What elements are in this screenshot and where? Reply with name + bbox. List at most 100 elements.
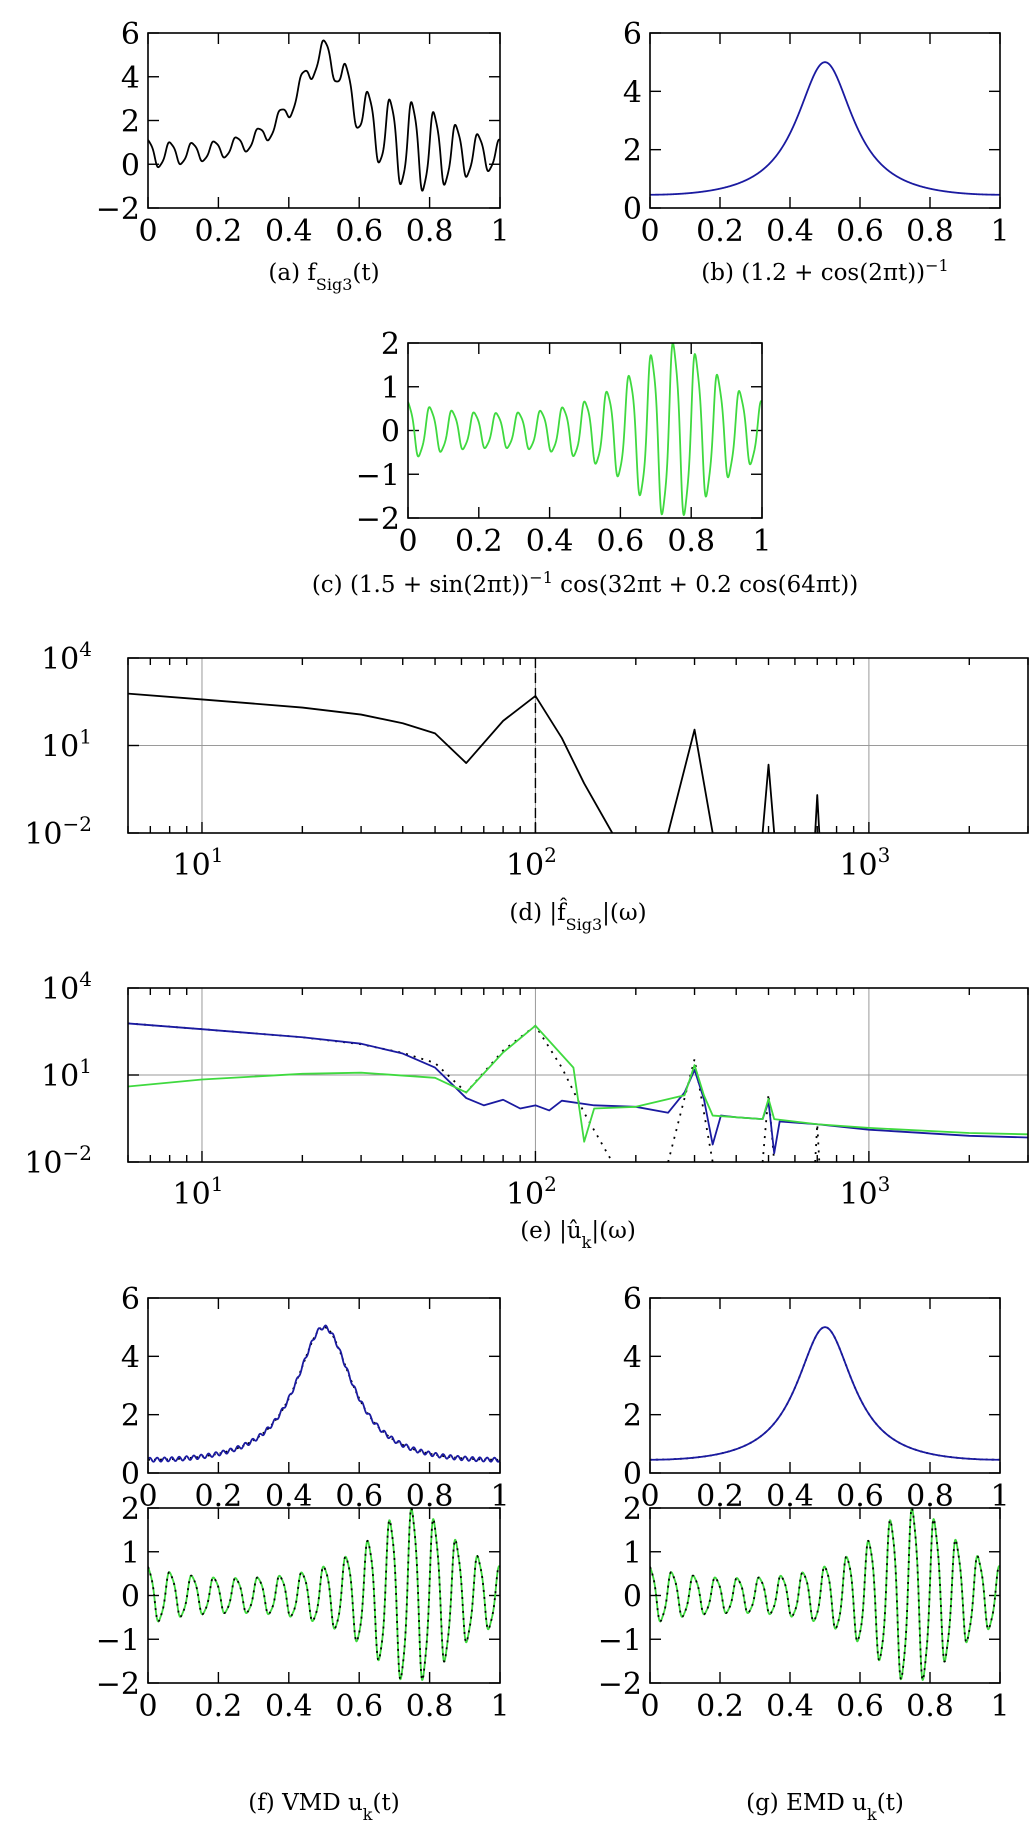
y-tick-label: −1 — [96, 1623, 140, 1658]
plot-frame — [649, 32, 1001, 209]
y-tick-label: 0 — [623, 1457, 642, 1492]
chart-g_bot: 0 0.2 0.4 0.6 0.8 1 −2 −1 0 1 2 (g) EMD uk(t) — [598, 1492, 1010, 1824]
x-tick-label: 0.6 — [836, 214, 884, 249]
plot-frame — [649, 1507, 1001, 1684]
x-tick-label: 0.8 — [667, 524, 715, 559]
x-tick-label: 0.2 — [455, 524, 503, 559]
y-tick-label: 2 — [121, 105, 140, 140]
x-tick-label: 101 — [173, 843, 224, 883]
x-tick-label: 0.4 — [766, 214, 814, 249]
y-tick-label: −1 — [356, 458, 400, 493]
series-line-0 — [148, 1326, 500, 1461]
y-tick-label: 101 — [41, 725, 92, 765]
series-line-0 — [650, 61, 1000, 196]
x-tick-label: 0.6 — [836, 1689, 884, 1724]
plot-frame — [127, 657, 1029, 834]
x-tick-label: 103 — [839, 1172, 890, 1212]
y-tick-label: 0 — [381, 415, 400, 450]
x-tick-label: 0.6 — [597, 524, 645, 559]
y-tick-label: 0 — [121, 148, 140, 183]
chart-c: 0 0.2 0.4 0.6 0.8 1 −2 −1 0 1 2 (c) (1.5 + sin(2πt)… — [312, 327, 858, 598]
series-line-0 — [148, 39, 500, 192]
plot-frame — [147, 32, 501, 209]
x-tick-label: 0.4 — [766, 1689, 814, 1724]
plot-frame — [147, 1297, 501, 1474]
y-tick-label: 6 — [121, 17, 140, 52]
y-tick-label: 104 — [41, 637, 92, 677]
plot-frame — [147, 1507, 501, 1684]
y-tick-label: 10−2 — [24, 1141, 92, 1181]
x-tick-label: 0.8 — [406, 214, 454, 249]
chart-b: 0 0.2 0.4 0.6 0.8 1 0 2 4 6 (b) (1.2 + cos(2πt))−1 — [623, 17, 1010, 286]
x-tick-label: 102 — [506, 1172, 557, 1212]
plot-frame — [649, 1297, 1001, 1474]
y-tick-label: 2 — [121, 1399, 140, 1434]
y-tick-label: 0 — [623, 1580, 642, 1615]
y-tick-label: 4 — [623, 75, 642, 110]
x-tick-label: 0.8 — [406, 1689, 454, 1724]
x-tick-label: 101 — [173, 1172, 224, 1212]
x-tick-label: 0.2 — [696, 214, 744, 249]
chart-d: 101 102 103 10−2 101 104 (d) |f̂Sig3|(ω) — [24, 637, 1029, 934]
y-tick-label: 4 — [121, 1340, 140, 1375]
x-tick-label: 1 — [990, 1689, 1009, 1724]
x-tick-label: 1 — [990, 1479, 1009, 1514]
series-line-0 — [650, 1508, 1000, 1681]
x-tick-label: 0.6 — [335, 214, 383, 249]
chart-e: 101 102 103 10−2 101 104 (e) |ûk|(ω) — [24, 967, 1029, 1252]
y-tick-label: 6 — [121, 1282, 140, 1317]
x-tick-label: 0 — [398, 524, 417, 559]
x-tick-label: 103 — [839, 843, 890, 883]
series-line-1 — [650, 1508, 1000, 1681]
y-tick-label: 101 — [41, 1054, 92, 1094]
caption: (a) fSig3(t) — [268, 260, 379, 294]
y-tick-label: −2 — [96, 1667, 140, 1702]
y-tick-label: 1 — [121, 1536, 140, 1571]
x-tick-label: 0.2 — [195, 214, 243, 249]
x-tick-label: 1 — [490, 1689, 509, 1724]
y-tick-label: −2 — [598, 1667, 642, 1702]
caption: (d) |f̂Sig3|(ω) — [509, 899, 646, 933]
x-tick-label: 1 — [990, 214, 1009, 249]
y-tick-label: 6 — [623, 17, 642, 52]
y-tick-label: 2 — [623, 1399, 642, 1434]
x-tick-label: 0 — [640, 214, 659, 249]
x-tick-label: 1 — [490, 214, 509, 249]
chart-f_bot: 0 0.2 0.4 0.6 0.8 1 −2 −1 0 1 2 (f) VMD uk(t) — [96, 1492, 510, 1824]
x-tick-label: 0.8 — [906, 1689, 954, 1724]
y-tick-label: 1 — [381, 371, 400, 406]
series-line-0 — [408, 343, 762, 516]
series-line-1 — [148, 1508, 500, 1681]
y-tick-label: 2 — [623, 1492, 642, 1527]
series-line-2 — [761, 763, 776, 833]
plot-frame — [407, 342, 763, 519]
series-line-1 — [148, 1324, 500, 1463]
x-tick-label: 102 — [506, 843, 557, 883]
caption: (g) EMD uk(t) — [746, 1790, 904, 1824]
y-tick-label: 2 — [121, 1492, 140, 1527]
series-line-1 — [667, 728, 714, 833]
x-tick-label: 0.4 — [265, 214, 313, 249]
x-tick-label: 0 — [138, 214, 157, 249]
series-line-3 — [814, 794, 821, 833]
series-line-5 — [128, 1024, 1028, 1143]
y-tick-label: 2 — [623, 134, 642, 169]
x-tick-label: 0.2 — [195, 1689, 243, 1724]
y-tick-label: 10−2 — [24, 812, 92, 852]
y-tick-label: 1 — [623, 1536, 642, 1571]
plot-frame — [127, 987, 1029, 1163]
x-tick-label: 0.8 — [906, 214, 954, 249]
series-line-0 — [148, 1508, 500, 1681]
y-tick-label: 0 — [623, 192, 642, 227]
x-tick-label: 0 — [640, 1479, 659, 1514]
series-line-0 — [650, 1326, 1000, 1461]
y-tick-label: −1 — [598, 1623, 642, 1658]
series-line-0 — [128, 692, 614, 833]
x-tick-label: 0 — [640, 1689, 659, 1724]
caption: (e) |ûk|(ω) — [520, 1218, 636, 1252]
y-tick-label: −2 — [96, 192, 140, 227]
